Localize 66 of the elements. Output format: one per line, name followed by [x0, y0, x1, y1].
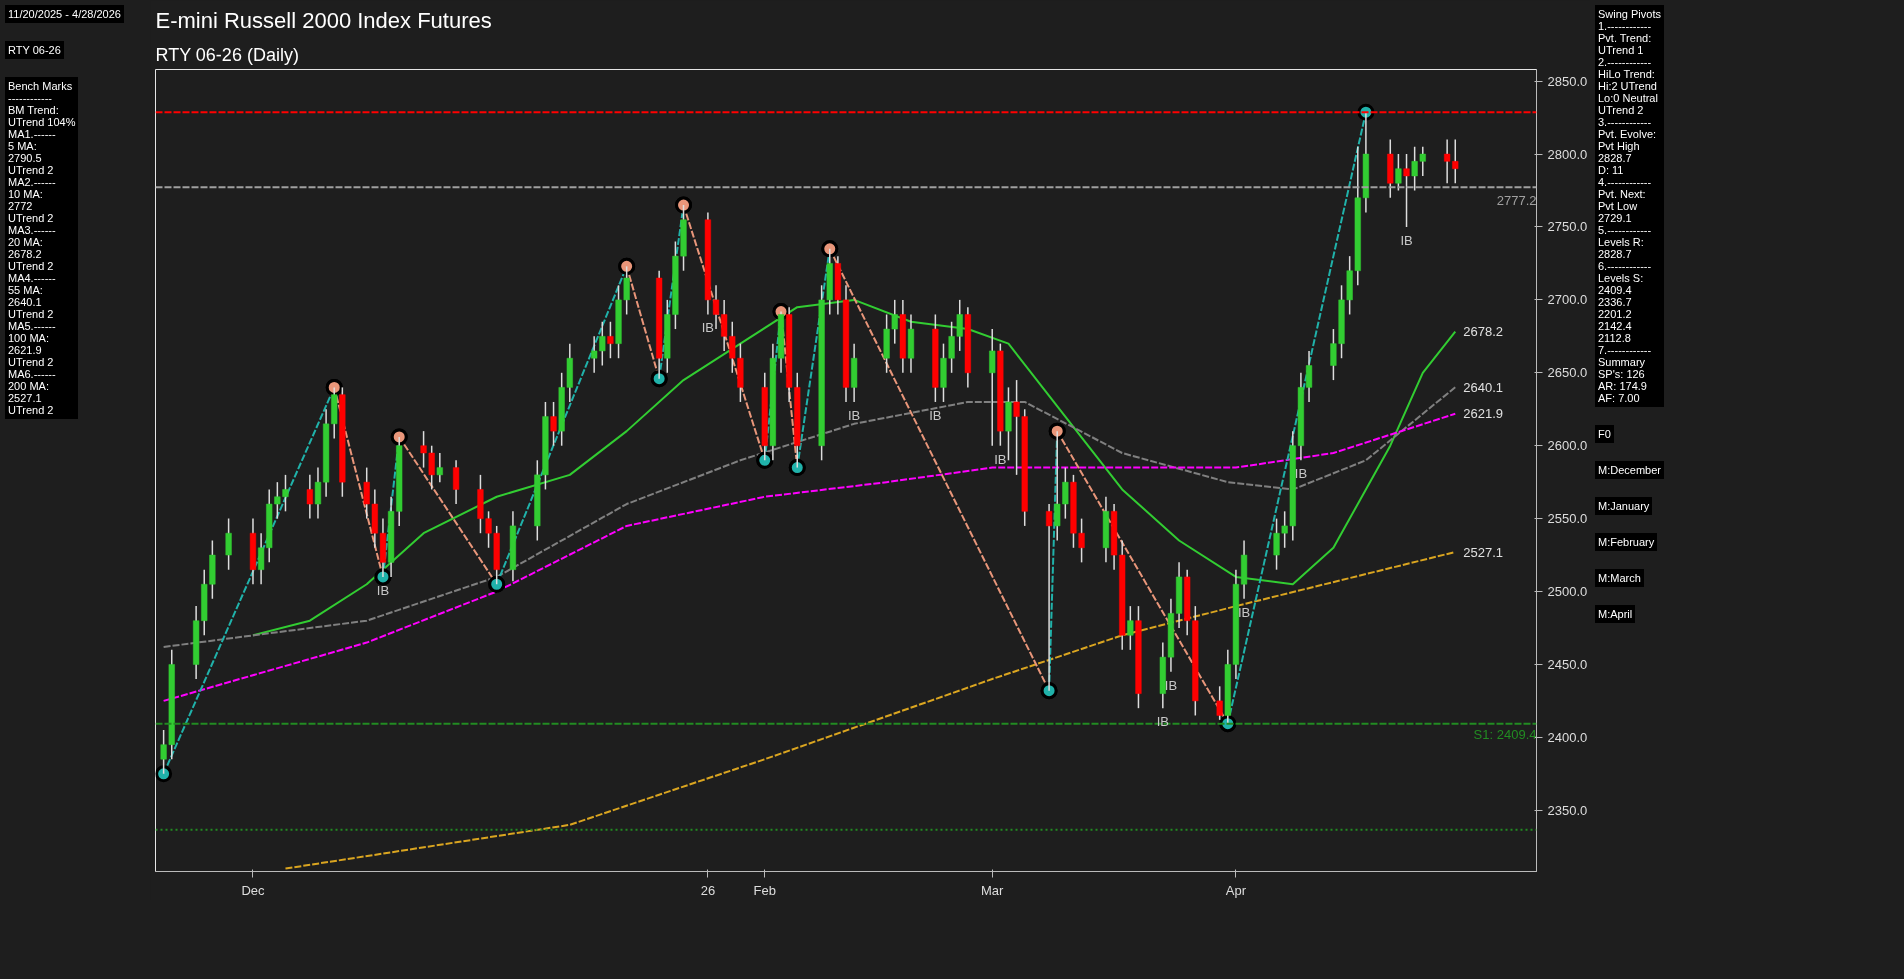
candlestick: [607, 321, 614, 359]
annotation: IB: [994, 451, 1007, 467]
text: 11/20/2025 - 4/28/2026: [5, 5, 124, 23]
y-tick-label: 2450.0: [1547, 656, 1588, 672]
y-tick-label: 2550.0: [1547, 511, 1588, 527]
y-tick-label: 2400.0: [1547, 729, 1588, 745]
annotation: IB: [1294, 466, 1308, 482]
ref-line-label: 2777.2: [1496, 193, 1537, 209]
candlestick: [436, 452, 443, 483]
chart-title: E-mini Russell 2000 Index Futures: [155, 7, 492, 33]
annotation: IB: [1400, 232, 1413, 248]
annotation: IB: [1164, 677, 1178, 693]
annotation: IB: [929, 407, 942, 423]
candlestick: [452, 459, 460, 505]
annotation: 2678.2: [1463, 324, 1504, 340]
candlestick: [550, 401, 557, 447]
candlestick: [306, 474, 313, 520]
annotation: 2621.9: [1463, 406, 1504, 422]
annotation: IB: [847, 407, 861, 423]
x-tick-label: Mar: [981, 882, 1005, 898]
candlestick: [729, 321, 736, 374]
text: M:December: [1595, 461, 1664, 479]
line-series: [162, 412, 1457, 702]
text: M:March: [1595, 569, 1644, 587]
candlestick: [314, 466, 322, 520]
y-tick-label: 2350.0: [1547, 802, 1588, 818]
text: F0: [1595, 425, 1614, 443]
point: [155, 765, 173, 783]
x-tick-label: 26: [700, 882, 716, 898]
x-tick-label: Apr: [1225, 882, 1247, 898]
ref-line-label: S1: 2409.4: [1473, 726, 1537, 742]
text: RTY 06-26: [5, 41, 64, 59]
annotation: 2640.1: [1463, 379, 1504, 395]
text: M:April: [1595, 605, 1636, 623]
candlestick: [1395, 153, 1402, 192]
y-tick-label: 2500.0: [1547, 584, 1588, 600]
annotation: IB: [376, 582, 390, 598]
text: M:February: [1595, 533, 1658, 551]
annotation: IB: [1237, 604, 1251, 620]
candlestick: [721, 299, 728, 352]
annotation: 2527.1: [1463, 544, 1504, 560]
chart-subtitle: RTY 06-26 (Daily): [155, 44, 299, 65]
candlestick: [989, 328, 996, 447]
text: Bench Marks ------------ BM Trend: UTrend 104% MA1.------ 5 MA: 2790.5 UTrend 2 MA2.------ 10 MA: 2772 UTrend 2 MA3.------ 20 MA: 2678.2 UTrend 2 MA4.------ 55 MA: 2640.1 UTrend 2 MA5.------ 100 MA: 2621.9 UTrend 2 MA6.------ 200 MA: 2527.1 UTrend 2: [8, 80, 76, 416]
candlestick: [712, 284, 720, 330]
candlestick: [1444, 138, 1451, 184]
candlestick: [1403, 153, 1410, 228]
y-tick-label: 2750.0: [1547, 219, 1588, 235]
text: Swing Pivots 1.------------ Pvt. Trend: UTrend 1 2.------------ HiLo Trend: Hi:2 UTrend Lo:0 Neutral UTrend 2 3.------------ Pvt. Evolve: Pvt High 2828.7 D: 11 4.------------ Pvt. Next: Pvt Low 2729.1 5.------------ Levels R: 2828.7 6.------------ Levels S: 2409.4 2336.7 2201.2 2142.4 2112.8 7.------------ Summary SP's: 126 AR: 174.9 AF: 7.00: [1598, 8, 1661, 404]
x-tick-label: Dec: [241, 882, 266, 898]
candlestick: [225, 517, 232, 571]
x-tick-label: Feb: [753, 882, 776, 898]
y-tick-label: 2800.0: [1547, 146, 1588, 162]
candlestick: [1127, 605, 1134, 651]
y-tick-label: 2600.0: [1547, 438, 1588, 454]
candlestick: [258, 532, 265, 585]
candlestick: [1045, 503, 1053, 692]
candlestick: [1305, 350, 1313, 403]
y-tick-label: 2700.0: [1547, 292, 1588, 308]
text: M:January: [1595, 497, 1653, 515]
candlestick: [1452, 138, 1459, 184]
y-tick-label: 2650.0: [1547, 365, 1588, 381]
annotation: IB: [701, 320, 715, 336]
candlestick: [1216, 685, 1223, 721]
line-series: [162, 386, 1457, 648]
y-tick-label: 2850.0: [1547, 73, 1588, 89]
